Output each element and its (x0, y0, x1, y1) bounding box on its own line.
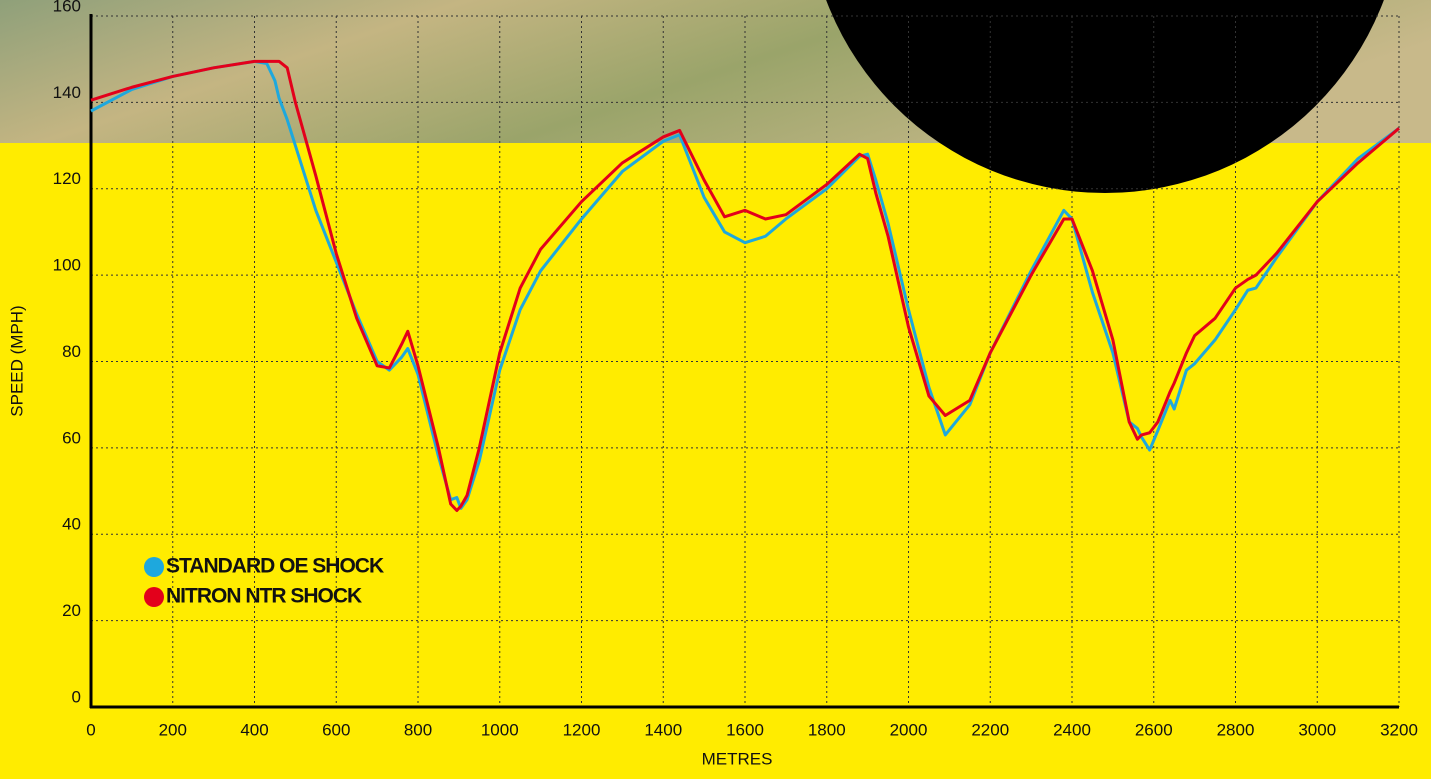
x-tick-label: 2800 (1217, 720, 1255, 739)
x-tick-label: 0 (86, 720, 95, 739)
y-tick-label: 0 (72, 687, 81, 706)
x-tick-label: 1400 (644, 720, 682, 739)
x-tick-label: 1200 (563, 720, 601, 739)
x-tick-label: 3200 (1380, 720, 1418, 739)
x-tick-label: 1800 (808, 720, 846, 739)
x-tick-label: 2000 (890, 720, 928, 739)
legend-marker (144, 587, 164, 607)
x-tick-label: 2600 (1135, 720, 1173, 739)
x-tick-label: 3000 (1298, 720, 1336, 739)
x-tick-label: 400 (240, 720, 268, 739)
y-tick-label: 80 (62, 342, 81, 361)
y-tick-label: 20 (62, 601, 81, 620)
y-axis-label: SPEED (MPH) (7, 305, 26, 416)
x-axis-label: METRES (702, 749, 773, 768)
y-tick-label: 160 (53, 0, 81, 15)
legend-label: NITRON NTR SHOCK (166, 585, 362, 608)
y-tick-label: 120 (53, 169, 81, 188)
y-tick-label: 60 (62, 428, 81, 447)
data-line (90, 59, 1400, 510)
x-tick-label: 600 (322, 720, 350, 739)
y-tick-label: 140 (53, 83, 81, 102)
x-tick-label: 800 (404, 720, 432, 739)
data-line (90, 59, 1400, 512)
x-tick-label: 1600 (726, 720, 764, 739)
black-circle (826, 0, 1384, 193)
legend-marker (144, 557, 164, 577)
x-tick-label: 1000 (481, 720, 519, 739)
legend-label: STANDARD OE SHOCK (166, 555, 384, 578)
y-tick-label: 40 (62, 515, 81, 534)
x-tick-label: 200 (159, 720, 187, 739)
x-tick-label: 2400 (1053, 720, 1091, 739)
y-tick-label: 100 (53, 256, 81, 275)
x-tick-label: 2200 (971, 720, 1009, 739)
